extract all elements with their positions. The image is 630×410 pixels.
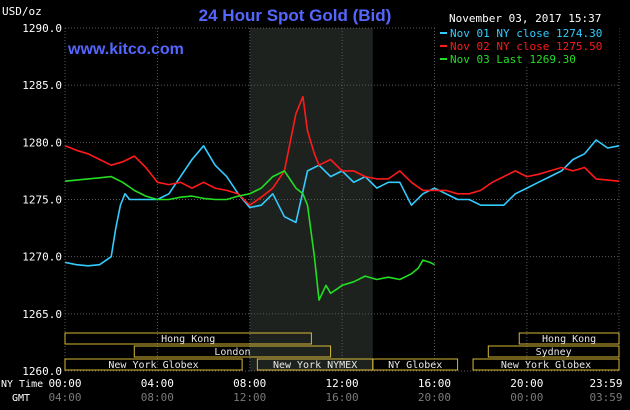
timestamp: November 03, 2017 15:37 <box>449 12 601 25</box>
session-bar <box>64 358 243 371</box>
x-tick-label-ny: 04:00 <box>141 377 174 390</box>
price-lines <box>64 95 620 301</box>
x-tick-label-gmt: 20:00 <box>418 391 451 404</box>
y-tick-label: 1270.0 <box>22 251 62 264</box>
price-series-line <box>64 95 620 206</box>
legend-entry: Nov 01 NY close 1274.30 <box>450 27 602 40</box>
session-label: Hong Kong <box>542 334 596 345</box>
ny-time-row-label: NY Time <box>1 379 43 390</box>
session-bar <box>472 358 620 371</box>
y-tick-label: 1275.0 <box>22 194 62 207</box>
market-sessions: Hong Kong Hong Kong London Sydney New York G… <box>64 332 620 371</box>
x-tick-label-gmt: 16:00 <box>326 391 359 404</box>
session-label: NY Globex <box>388 360 442 371</box>
session-bar <box>518 332 620 345</box>
x-tick-label-gmt: 03:59 <box>589 391 622 404</box>
x-tick-label-ny: 08:00 <box>233 377 266 390</box>
x-tick-label-ny: 23:59 <box>589 377 622 390</box>
x-tick-label-ny: 12:00 <box>326 377 359 390</box>
session-label: New York NYMEX <box>273 360 357 371</box>
legend-entry: Nov 02 NY close 1275.50 <box>450 40 602 53</box>
axes: 1290.0 1285.0 1280.0 1275.0 1270.0 1265.0 1260… <box>22 22 622 404</box>
y-tick-label: 1260.0 <box>22 365 62 378</box>
legend-background <box>437 26 619 67</box>
y-tick-label: 1290.0 <box>22 22 62 35</box>
y-tick-label: 1265.0 <box>22 308 62 321</box>
x-tick-label-ny: 00:00 <box>48 377 81 390</box>
gmt-row-label: GMT <box>12 393 30 404</box>
session-label: London <box>214 347 250 358</box>
x-tick-label-gmt: 00:00 <box>510 391 543 404</box>
watermark-url: www.kitco.com <box>67 41 184 58</box>
session-bar <box>487 345 620 358</box>
chart-title: 24 Hour Spot Gold (Bid) <box>199 6 392 25</box>
x-tick-label-ny: 16:00 <box>418 377 451 390</box>
session-bar <box>133 345 332 358</box>
legend-entry: Nov 03 Last 1269.30 <box>450 53 576 66</box>
price-series-line <box>64 139 620 267</box>
y-tick-label: 1280.0 <box>22 136 62 149</box>
session-label: New York Globex <box>501 360 591 371</box>
x-tick-label-gmt: 12:00 <box>233 391 266 404</box>
session-bar <box>64 332 312 345</box>
session-label: Hong Kong <box>161 334 215 345</box>
session-label: New York Globex <box>108 360 198 371</box>
y-axis-unit: USD/oz <box>2 5 42 18</box>
x-tick-label-gmt: 08:00 <box>141 391 174 404</box>
x-tick-label-gmt: 04:00 <box>48 391 81 404</box>
session-label: Sydney <box>536 347 572 358</box>
y-tick-label: 1285.0 <box>22 79 62 92</box>
session-bar <box>372 358 459 371</box>
x-tick-label-ny: 20:00 <box>510 377 543 390</box>
price-series-line <box>64 170 435 301</box>
